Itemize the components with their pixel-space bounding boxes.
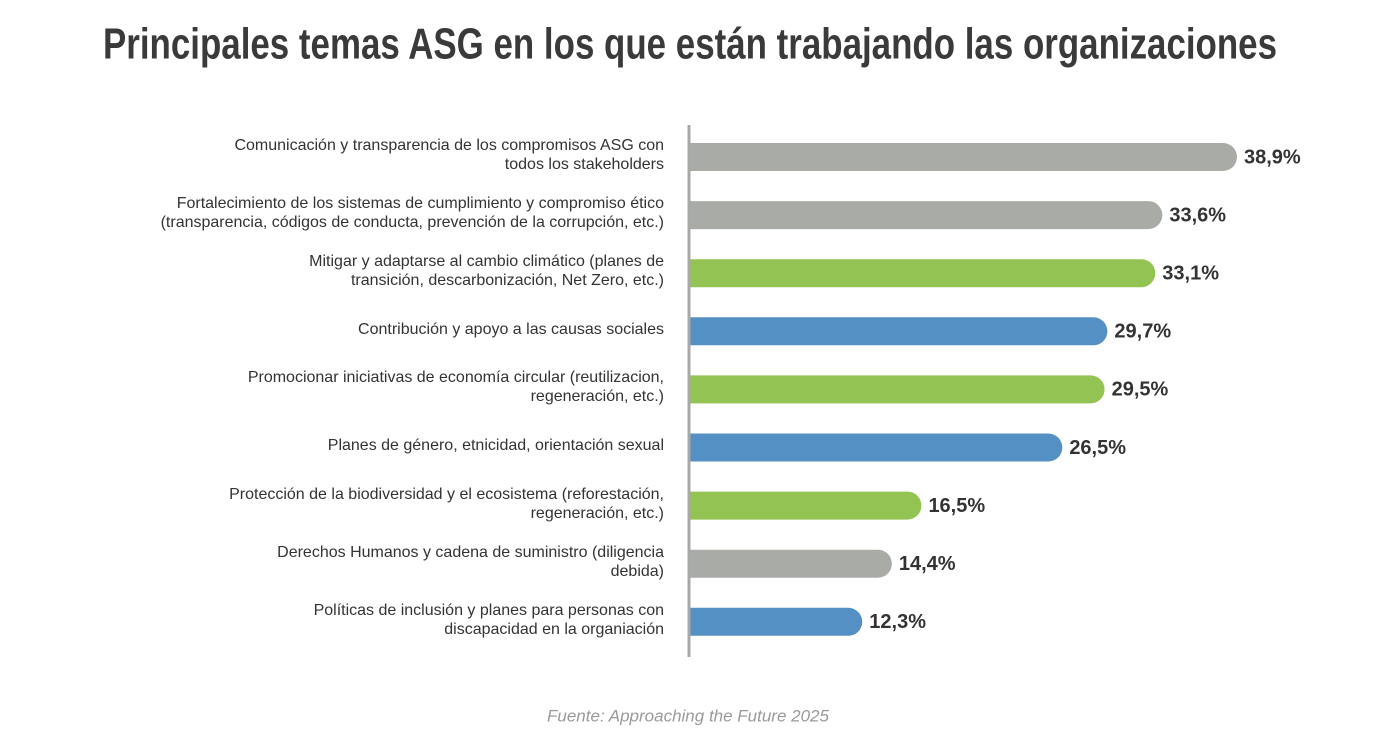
value-label: 16,5% xyxy=(928,495,985,517)
bar xyxy=(689,433,1063,462)
value-label: 38,9% xyxy=(1244,146,1301,168)
bar xyxy=(689,259,1156,288)
value-label: 29,5% xyxy=(1112,379,1169,401)
chart-title: Principales temas ASG en los que están t… xyxy=(103,20,1277,69)
value-label: 14,4% xyxy=(899,553,956,575)
bar xyxy=(689,607,863,636)
value-label: 33,1% xyxy=(1162,262,1219,284)
value-label: 33,6% xyxy=(1169,204,1226,226)
bar xyxy=(689,375,1105,404)
bar xyxy=(689,143,1237,171)
bar xyxy=(689,201,1163,230)
bar xyxy=(689,317,1108,346)
category-label: Mitigar y adaptarse al cambio climático … xyxy=(309,253,664,290)
category-label: Derechos Humanos y cadena de suministro … xyxy=(277,543,664,580)
category-label: Promocionar iniciativas de economía circ… xyxy=(247,369,664,406)
source: Fuente: Approaching the Future 2025 xyxy=(547,706,829,725)
category-label: Planes de género, etnicidad, orientación… xyxy=(327,437,664,454)
bar xyxy=(689,549,892,578)
category-label: Fortalecimiento de los sistemas de cumpl… xyxy=(160,195,664,232)
value-label: 26,5% xyxy=(1069,437,1126,459)
category-label: Comunicación y transparencia de los comp… xyxy=(234,137,664,173)
category-label: Políticas de inclusión y planes para per… xyxy=(313,601,664,638)
bar xyxy=(689,491,922,520)
category-label: Protección de la biodiversidad y el ecos… xyxy=(229,485,664,522)
category-label: Contribución y apoyo a las causas social… xyxy=(358,320,664,338)
value-label: 29,7% xyxy=(1114,321,1171,343)
value-label: 12,3% xyxy=(869,611,926,633)
